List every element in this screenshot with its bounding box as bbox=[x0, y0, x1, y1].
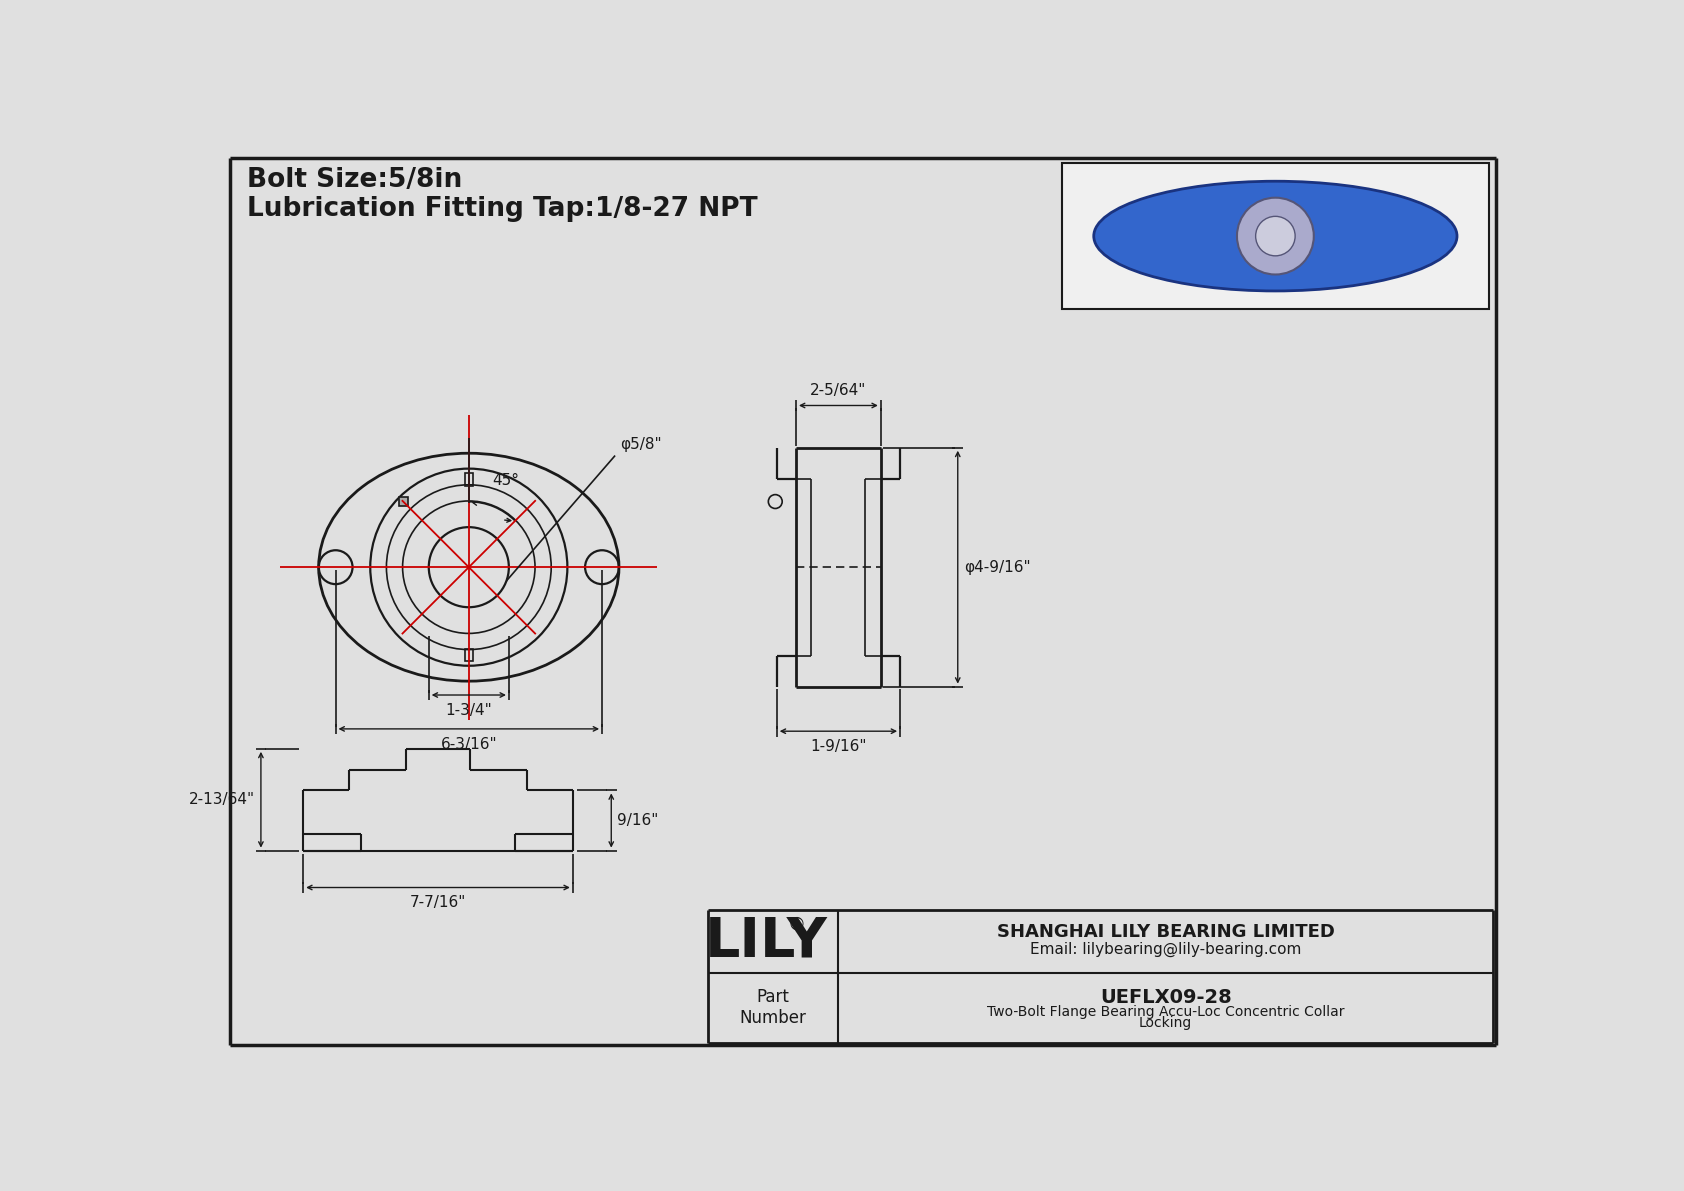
Bar bbox=[399, 497, 408, 506]
Circle shape bbox=[1256, 217, 1295, 256]
Text: 6-3/16": 6-3/16" bbox=[441, 736, 497, 752]
Text: 9/16": 9/16" bbox=[618, 813, 658, 828]
Text: Two-Bolt Flange Bearing Accu-Loc Concentric Collar: Two-Bolt Flange Bearing Accu-Loc Concent… bbox=[987, 1005, 1344, 1018]
Bar bbox=[465, 649, 473, 661]
Text: φ5/8": φ5/8" bbox=[620, 437, 662, 453]
Text: ®: ® bbox=[786, 915, 805, 934]
Text: 45°: 45° bbox=[492, 473, 519, 488]
Text: LILY: LILY bbox=[706, 915, 829, 968]
Text: Locking: Locking bbox=[1138, 1016, 1192, 1030]
Text: SHANGHAI LILY BEARING LIMITED: SHANGHAI LILY BEARING LIMITED bbox=[997, 923, 1335, 941]
Text: 1-9/16": 1-9/16" bbox=[810, 738, 867, 754]
Text: 7-7/16": 7-7/16" bbox=[409, 896, 466, 910]
Bar bbox=[465, 473, 473, 486]
Text: φ4-9/16": φ4-9/16" bbox=[963, 560, 1031, 575]
Text: Bolt Size:5/8in: Bolt Size:5/8in bbox=[248, 167, 463, 193]
Text: Part
Number: Part Number bbox=[739, 989, 807, 1027]
Bar bbox=[1061, 163, 1489, 310]
Ellipse shape bbox=[1095, 181, 1457, 291]
Text: 2-13/64": 2-13/64" bbox=[189, 792, 254, 807]
Circle shape bbox=[1238, 198, 1314, 274]
Text: Email: lilybearing@lily-bearing.com: Email: lilybearing@lily-bearing.com bbox=[1031, 941, 1302, 956]
Text: 1-3/4": 1-3/4" bbox=[446, 703, 492, 718]
Text: UEFLX09-28: UEFLX09-28 bbox=[1100, 987, 1231, 1006]
Text: 2-5/64": 2-5/64" bbox=[810, 382, 867, 398]
Text: Lubrication Fitting Tap:1/8-27 NPT: Lubrication Fitting Tap:1/8-27 NPT bbox=[248, 197, 758, 222]
